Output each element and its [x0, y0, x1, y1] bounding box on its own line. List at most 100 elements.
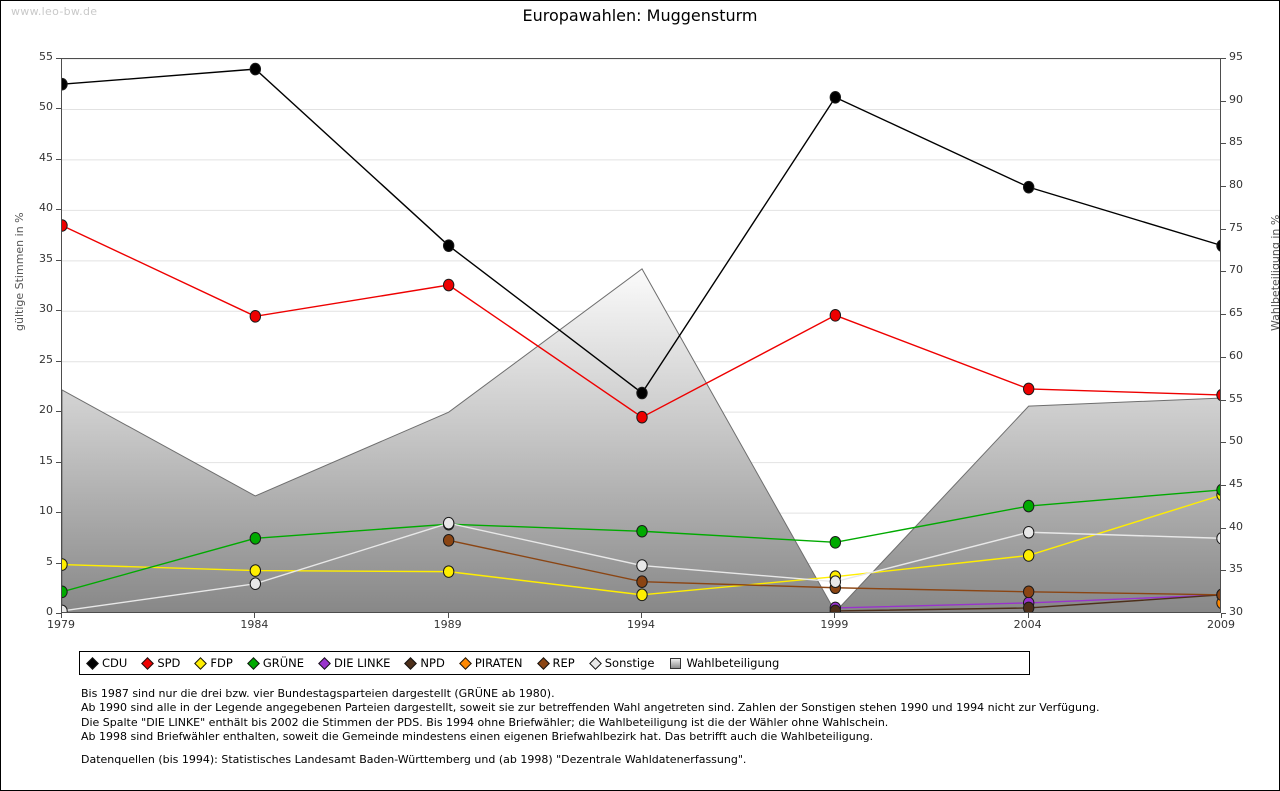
- data-point-cdu-1979[interactable]: [62, 77, 68, 91]
- data-point-fdp-2004[interactable]: [1022, 549, 1035, 562]
- data-point-cdu-1994[interactable]: [636, 386, 648, 400]
- x-tick-1994: 1994: [627, 618, 655, 631]
- data-point-sonstige-1999[interactable]: [829, 575, 842, 589]
- x-tick-2004: 2004: [1013, 618, 1042, 631]
- legend-marker-icon: [246, 656, 260, 670]
- data-point-cdu-1989[interactable]: [442, 239, 455, 252]
- legend-marker-icon: [536, 656, 550, 670]
- legend-label: GRÜNE: [262, 656, 305, 670]
- wahlbeteiligung-swatch-icon: [670, 657, 682, 669]
- legend-item-fdp[interactable]: FDP: [194, 656, 233, 670]
- legend-item-die-linke[interactable]: DIE LINKE: [318, 656, 390, 670]
- legend-marker-icon: [141, 656, 155, 670]
- data-point-cdu-1999[interactable]: [829, 91, 842, 104]
- data-point-grüne-1984[interactable]: [249, 532, 262, 545]
- data-point-grüne-1979[interactable]: [62, 585, 68, 599]
- data-point-spd-2009[interactable]: [1216, 389, 1221, 401]
- right-tick-80: 80: [1229, 178, 1243, 192]
- legend-item-wahlbeteiligung[interactable]: Wahlbeteiligung: [670, 656, 779, 670]
- footnote-line-1: Bis 1987 sind nur die drei bzw. vier Bun…: [81, 687, 555, 700]
- left-tick-35: 35: [39, 251, 53, 265]
- x-tick-mark: [254, 613, 256, 618]
- data-point-fdp-1979[interactable]: [62, 558, 68, 571]
- data-point-rep-1994[interactable]: [636, 575, 648, 589]
- x-tick-mark: [1027, 613, 1029, 618]
- data-point-grüne-2009[interactable]: [1216, 483, 1221, 496]
- x-tick-1984: 1984: [240, 618, 269, 631]
- x-tick-1989: 1989: [433, 618, 462, 631]
- legend-label: NPD: [420, 656, 445, 670]
- data-point-sonstige-2009[interactable]: [1216, 532, 1221, 545]
- right-tick-65: 65: [1229, 306, 1243, 320]
- data-point-npd-2004[interactable]: [1022, 601, 1035, 613]
- legend-item-cdu[interactable]: CDU: [86, 656, 128, 670]
- legend-label: PIRATEN: [474, 656, 523, 670]
- data-point-spd-1984[interactable]: [249, 310, 262, 323]
- legend-marker-icon: [194, 656, 208, 670]
- data-point-fdp-1994[interactable]: [636, 588, 648, 602]
- left-tick-mark: [56, 158, 61, 160]
- legend-item-sonstige[interactable]: Sonstige: [588, 656, 654, 670]
- right-tick-35: 35: [1229, 562, 1243, 576]
- data-point-cdu-2004[interactable]: [1022, 180, 1035, 194]
- footnote-line-2: Ab 1990 sind alle in der Legende angegeb…: [81, 701, 1100, 715]
- data-point-cdu-2009[interactable]: [1216, 239, 1221, 252]
- x-tick-1999: 1999: [820, 618, 849, 631]
- right-tick-30: 30: [1229, 605, 1243, 618]
- data-point-rep-1989[interactable]: [442, 534, 455, 547]
- legend-marker-icon: [86, 656, 99, 670]
- data-point-sonstige-1989[interactable]: [442, 516, 455, 530]
- data-point-sonstige-1984[interactable]: [249, 577, 262, 591]
- data-point-spd-1979[interactable]: [62, 219, 68, 232]
- data-point-spd-1989[interactable]: [442, 278, 455, 292]
- legend-label: Wahlbeteiligung: [686, 656, 780, 670]
- left-tick-30: 30: [39, 302, 53, 316]
- left-tick-mark: [56, 512, 61, 514]
- data-point-npd-1999[interactable]: [829, 604, 842, 613]
- x-tick-mark: [447, 613, 449, 618]
- left-tick-25: 25: [39, 352, 53, 366]
- right-tick-45: 45: [1229, 476, 1243, 490]
- legend-item-piraten[interactable]: PIRATEN: [458, 656, 523, 670]
- right-tick-75: 75: [1229, 220, 1243, 234]
- wahlbeteiligung-area: [62, 268, 1220, 612]
- legend-label: SPD: [157, 656, 181, 670]
- data-point-fdp-1984[interactable]: [249, 564, 262, 577]
- legend-marker-icon: [458, 656, 472, 670]
- left-tick-45: 45: [39, 150, 53, 164]
- legend-item-npd[interactable]: NPD: [404, 656, 445, 670]
- left-tick-mark: [56, 360, 61, 362]
- data-point-grüne-1999[interactable]: [829, 536, 842, 549]
- left-tick-mark: [56, 613, 61, 614]
- legend-item-grüne[interactable]: GRÜNE: [246, 656, 305, 670]
- data-point-sonstige-2004[interactable]: [1022, 525, 1035, 539]
- footnote-line-3: Die Spalte "DIE LINKE" enthält bis 2002 …: [81, 715, 889, 729]
- data-point-fdp-1989[interactable]: [442, 565, 455, 578]
- chart-canvas: [62, 59, 1221, 613]
- watermark: www.leo-bw.de: [11, 5, 98, 18]
- legend-label: CDU: [102, 656, 128, 670]
- data-point-sonstige-1994[interactable]: [636, 559, 648, 572]
- legend-item-rep[interactable]: REP: [536, 656, 575, 670]
- x-tick-1979: 1979: [47, 618, 75, 631]
- left-tick-mark: [56, 108, 61, 110]
- data-point-spd-1994[interactable]: [636, 410, 648, 424]
- left-tick-mark: [56, 310, 61, 312]
- left-tick-55: 55: [39, 50, 53, 63]
- data-point-rep-2009[interactable]: [1216, 588, 1221, 601]
- data-point-cdu-1984[interactable]: [249, 62, 262, 76]
- right-tick-40: 40: [1229, 519, 1243, 533]
- data-point-rep-2004[interactable]: [1022, 585, 1035, 599]
- left-tick-mark: [56, 259, 61, 261]
- left-tick-mark: [56, 562, 61, 564]
- left-tick-20: 20: [39, 403, 53, 417]
- legend-item-spd[interactable]: SPD: [141, 656, 181, 670]
- data-point-sonstige-1979[interactable]: [62, 604, 68, 613]
- data-point-spd-2004[interactable]: [1022, 382, 1035, 396]
- data-point-spd-1999[interactable]: [829, 309, 842, 322]
- left-tick-0: 0: [46, 605, 53, 618]
- left-tick-40: 40: [39, 201, 53, 215]
- right-tick-mark: [1221, 228, 1226, 230]
- data-point-grüne-2004[interactable]: [1022, 499, 1035, 513]
- data-point-grüne-1994[interactable]: [636, 524, 648, 538]
